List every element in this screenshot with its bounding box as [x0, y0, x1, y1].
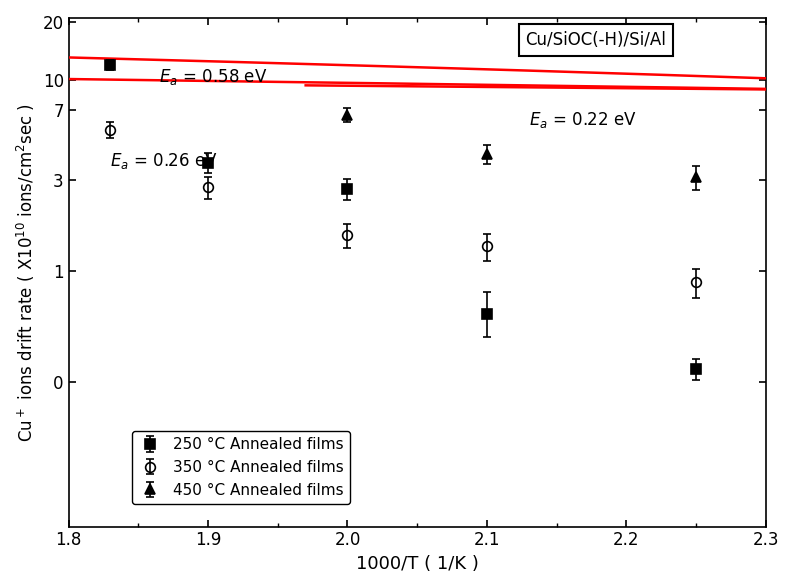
Text: $E_a$ = 0.22 eV: $E_a$ = 0.22 eV — [529, 110, 636, 130]
Legend: 250 °C Annealed films, 350 °C Annealed films, 450 °C Annealed films: 250 °C Annealed films, 350 °C Annealed f… — [132, 431, 350, 504]
Text: Cu/SiOC(-H)/Si/Al: Cu/SiOC(-H)/Si/Al — [526, 31, 666, 49]
Y-axis label: Cu$^+$ ions drift rate ( X10$^{10}$ ions/cm$^2$sec ): Cu$^+$ ions drift rate ( X10$^{10}$ ions… — [15, 103, 37, 442]
Text: $E_a$ = 0.58 eV: $E_a$ = 0.58 eV — [160, 67, 268, 87]
Text: $E_a$ = 0.26 eV: $E_a$ = 0.26 eV — [110, 151, 218, 171]
X-axis label: 1000/T ( 1/K ): 1000/T ( 1/K ) — [356, 555, 479, 573]
